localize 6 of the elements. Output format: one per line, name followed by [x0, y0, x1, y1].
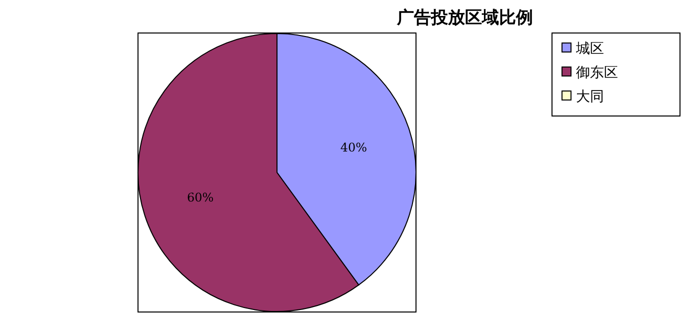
chart-title: 广告投放区域比例	[396, 8, 533, 28]
legend-label: 大同	[576, 89, 604, 105]
data-label: 40%	[340, 140, 368, 155]
legend-label: 城区	[575, 41, 604, 57]
legend-label: 御东区	[576, 65, 618, 81]
data-label: 60%	[186, 190, 214, 204]
